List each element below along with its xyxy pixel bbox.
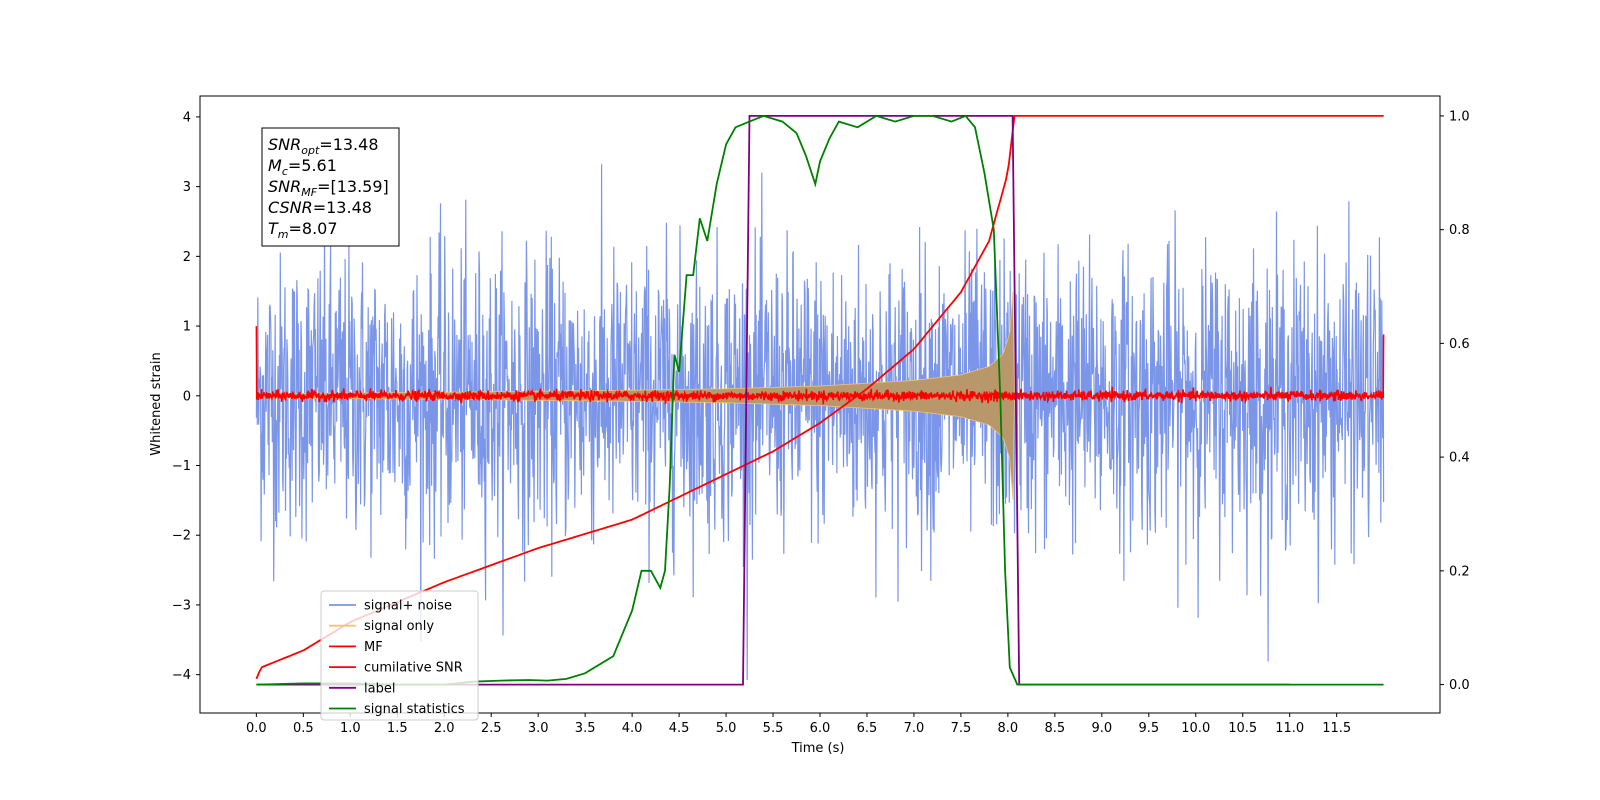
- x-axis: 0.0 0.5 1.0 1.5 2.0 2.5 3.0 3.5 4.0 4.5 5.0 5.5 6.0 6…: [246, 713, 1351, 736]
- y2-tick-label: 0.6: [1449, 337, 1470, 352]
- x-tick-label: 8.0: [998, 721, 1019, 736]
- x-tick-label: 7.0: [904, 721, 925, 736]
- info-value: =13.48: [313, 198, 372, 217]
- legend-entry: signal statistics: [364, 702, 465, 717]
- y-tick-label: −3: [172, 598, 191, 613]
- info-subscript: c: [282, 165, 288, 178]
- info-value: =8.07: [289, 219, 338, 238]
- y2-tick-label: 1.0: [1449, 109, 1470, 124]
- legend-entry: MF: [364, 640, 383, 655]
- y-tick-label: 0: [183, 389, 191, 404]
- x-tick-label: 6.5: [857, 721, 878, 736]
- y-tick-label: 3: [183, 180, 191, 195]
- info-line: CSNR=13.48: [268, 198, 372, 217]
- info-box-frame: [261, 127, 400, 247]
- info-value: =5.61: [288, 156, 337, 175]
- info-line: Mc=5.61: [268, 156, 337, 178]
- x-tick-label: 10.0: [1181, 721, 1210, 736]
- x-tick-label: 1.0: [340, 721, 361, 736]
- info-line: Tm=8.07: [268, 219, 338, 241]
- x-axis-label: Time (s): [791, 741, 845, 756]
- x-tick-label: 2.0: [434, 721, 455, 736]
- y-tick-label: −1: [172, 459, 191, 474]
- y-tick-label: −4: [172, 668, 191, 683]
- info-symbol: CSNR: [268, 198, 313, 217]
- legend: signal+ noise signal only MF cumilative SNR…: [320, 590, 479, 721]
- y2-tick-label: 0.0: [1449, 678, 1470, 693]
- info-subscript: opt: [301, 144, 320, 157]
- series-line: [256, 114, 1384, 686]
- series-line: [255, 115, 1384, 680]
- info-symbol: T: [268, 219, 279, 238]
- info-line: SNRopt=13.48: [268, 135, 379, 157]
- y-axis-left: −4 −3 −2 −1 0 1 2 3 4: [172, 110, 200, 683]
- x-tick-label: 8.5: [1045, 721, 1066, 736]
- x-tick-label: 6.0: [810, 721, 831, 736]
- series-mf: [255, 326, 1385, 405]
- y-axis-label: Whitened strain: [149, 352, 164, 455]
- x-tick-label: 2.5: [481, 721, 502, 736]
- info-box: SNRopt=13.48Mc=5.61SNRMF=[13.59]CSNR=13.…: [261, 127, 400, 247]
- legend-entry: cumilative SNR: [364, 661, 463, 676]
- y2-tick-label: 0.4: [1449, 451, 1470, 466]
- x-tick-label: 4.5: [669, 721, 690, 736]
- legend-frame: [320, 590, 479, 721]
- x-tick-label: 9.0: [1091, 721, 1112, 736]
- x-tick-label: 11.5: [1322, 721, 1351, 736]
- x-tick-label: 0.0: [246, 721, 267, 736]
- x-tick-label: 3.5: [575, 721, 596, 736]
- x-tick-label: 11.0: [1275, 721, 1304, 736]
- info-symbol: SNR: [268, 177, 301, 196]
- y2-tick-label: 0.2: [1449, 564, 1470, 579]
- y-tick-label: 2: [183, 250, 191, 265]
- info-subscript: m: [278, 228, 289, 241]
- y-tick-label: 4: [183, 110, 191, 125]
- y-tick-label: −2: [172, 529, 191, 544]
- series-signal-statistics: [256, 114, 1384, 686]
- info-line: SNRMF=[13.59]: [268, 177, 389, 199]
- series-signal-noise: [255, 164, 1385, 681]
- info-subscript: MF: [301, 186, 317, 199]
- legend-entry: label: [364, 681, 395, 696]
- info-symbol: M: [268, 156, 282, 175]
- x-tick-label: 0.5: [293, 721, 314, 736]
- info-value: =13.48: [319, 135, 378, 154]
- x-tick-label: 7.5: [951, 721, 972, 736]
- info-symbol: SNR: [268, 135, 301, 154]
- x-tick-label: 9.5: [1138, 721, 1159, 736]
- series-line: [255, 164, 1385, 681]
- x-tick-label: 4.0: [622, 721, 643, 736]
- series-layer: [255, 114, 1385, 686]
- y-tick-label: 1: [183, 320, 191, 335]
- series-line: [255, 326, 1385, 405]
- x-tick-label: 5.0: [716, 721, 737, 736]
- x-tick-label: 10.5: [1228, 721, 1257, 736]
- x-tick-label: 1.5: [387, 721, 408, 736]
- series-cumilative-snr: [255, 115, 1384, 680]
- legend-entry: signal+ noise: [364, 599, 452, 614]
- x-tick-label: 3.0: [528, 721, 549, 736]
- legend-entry: signal only: [364, 619, 434, 634]
- info-value: =[13.59]: [317, 177, 389, 196]
- y2-tick-label: 0.8: [1449, 223, 1470, 238]
- y-axis-right: 0.0 0.2 0.4 0.6 0.8 1.0: [1440, 109, 1470, 693]
- x-tick-label: 5.5: [763, 721, 784, 736]
